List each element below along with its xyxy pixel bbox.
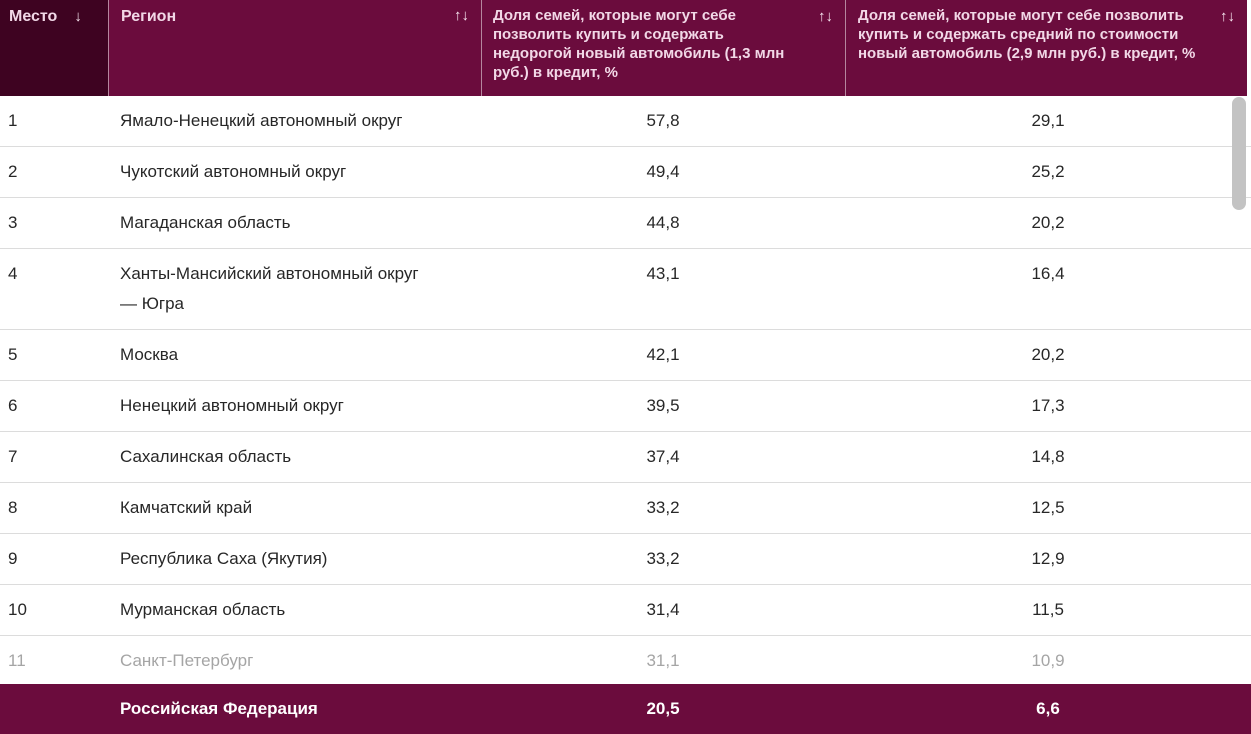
region-cell: Ханты-Мансийский автономный округ — Югра [120,264,419,313]
table-header: Место ↓ Регион ↑↓ Доля семей, которые мо… [0,0,1247,96]
cheap-car-value-cell: 31,4 [646,600,680,619]
region-cell: Чукотский автономный округ [120,162,347,181]
rank-cell: 1 [8,111,18,130]
sort-both-icon[interactable]: ↑↓ [1220,8,1235,25]
column-header-cheap-car-share-label: Доля семей, которые могут себе позволить… [493,7,785,81]
region-cell: Камчатский край [120,498,253,517]
table-row: 6 Ненецкий автономный округ 39,5 17,3 [0,381,1251,432]
region-cell: Ямало-Ненецкий автономный округ [120,111,403,130]
rank-cell: 2 [8,162,18,181]
summary-region-cell: Российская Федерация [120,699,318,718]
mid-car-value-cell: 12,9 [1031,549,1065,568]
rank-cell: 6 [8,396,18,415]
mid-car-value-cell: 29,1 [1031,111,1065,130]
table-row: 3 Магаданская область 44,8 20,2 [0,198,1251,249]
rank-cell: 8 [8,498,18,517]
region-cell: Москва [120,345,179,364]
column-header-cheap-car-share[interactable]: Доля семей, которые могут себе позволить… [481,0,845,96]
sort-descending-icon[interactable]: ↓ [74,8,82,25]
cheap-car-value-cell: 44,8 [646,213,680,232]
table-row: 2 Чукотский автономный округ 49,4 25,2 [0,147,1251,198]
rank-cell: 10 [8,600,27,619]
rank-cell: 3 [8,213,18,232]
region-cell: Республика Саха (Якутия) [120,549,328,568]
rank-cell: 7 [8,447,18,466]
mid-car-value-cell: 10,9 [1031,651,1065,670]
cheap-car-value-cell: 42,1 [646,345,680,364]
column-header-region-label: Регион [121,8,177,25]
mid-car-value-cell: 11,5 [1032,600,1064,619]
table-row: 9 Республика Саха (Якутия) 33,2 12,9 [0,534,1251,585]
cheap-car-value-cell: 33,2 [646,498,680,517]
cheap-car-value-cell: 31,1 [646,651,680,670]
summary-cheap-car-value-cell: 20,5 [646,699,680,718]
mid-car-value-cell: 20,2 [1031,213,1065,232]
rank-cell: 4 [8,264,18,283]
mid-car-value-cell: 20,2 [1031,345,1065,364]
summary-mid-car-value-cell: 6,6 [1036,699,1060,718]
column-header-region[interactable]: Регион ↑↓ [108,0,481,96]
region-cell: Санкт-Петербург [120,651,254,670]
table-row: 7 Сахалинская область 37,4 14,8 [0,432,1251,483]
table-row: 8 Камчатский край 33,2 12,5 [0,483,1251,534]
cheap-car-value-cell: 49,4 [646,162,680,181]
table-row: 11 Санкт-Петербург 31,1 10,9 [0,636,1251,687]
column-header-place-label: Место [9,8,58,25]
cheap-car-value-cell: 37,4 [646,447,680,466]
column-header-place[interactable]: Место ↓ [0,0,108,96]
mid-car-value-cell: 25,2 [1031,162,1065,181]
cheap-car-value-cell: 57,8 [646,111,680,130]
region-cell: Магаданская область [120,213,291,232]
summary-row: Российская Федерация 20,5 6,6 [0,684,1251,734]
mid-car-value-cell: 17,3 [1031,396,1065,415]
rank-cell: 9 [8,549,18,568]
mid-car-value-cell: 16,4 [1031,264,1065,283]
sort-both-icon[interactable]: ↑↓ [818,8,833,25]
rank-cell: 5 [8,345,18,364]
table-row: 5 Москва 42,1 20,2 [0,330,1251,381]
mid-car-value-cell: 12,5 [1031,498,1065,517]
rank-cell: 11 [8,651,26,670]
scrollbar-thumb[interactable] [1232,97,1246,210]
region-cell: Мурманская область [120,600,286,619]
region-cell: Сахалинская область [120,447,292,466]
region-cell: Ненецкий автономный округ [120,396,344,415]
mid-car-value-cell: 14,8 [1031,447,1065,466]
table-body: 1 Ямало-Ненецкий автономный округ 57,8 2… [0,96,1251,687]
table-row: 4 Ханты-Мансийский автономный округ — Юг… [0,249,1251,330]
cheap-car-value-cell: 43,1 [646,264,680,283]
column-header-mid-car-share-label: Доля семей, которые могут себе позволить… [858,7,1196,62]
table-row: 1 Ямало-Ненецкий автономный округ 57,8 2… [0,96,1251,147]
column-header-mid-car-share[interactable]: Доля семей, которые могут себе позволить… [845,0,1247,96]
table-row: 10 Мурманская область 31,4 11,5 [0,585,1251,636]
scrollbar-gutter [1247,0,1251,96]
cheap-car-value-cell: 39,5 [646,396,680,415]
sort-both-icon[interactable]: ↑↓ [454,7,469,24]
cheap-car-value-cell: 33,2 [646,549,680,568]
